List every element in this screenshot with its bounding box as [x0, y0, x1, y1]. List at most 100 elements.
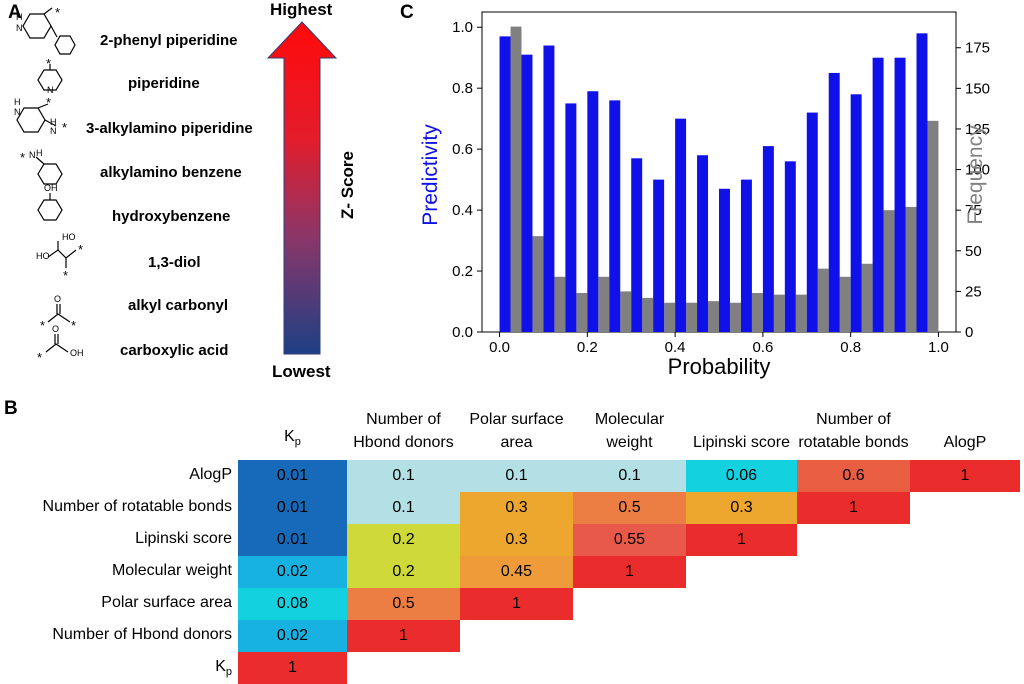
predictivity-bar [587, 91, 599, 332]
svg-text:*: * [63, 268, 68, 283]
heatmap-cell: 1 [238, 652, 347, 684]
left-y-tick-label: 0.4 [452, 202, 473, 219]
predictivity-bar [565, 103, 577, 332]
x-tick-label: 0.4 [665, 339, 686, 356]
fragment-label-2: piperidine [128, 75, 200, 92]
x-tick-label: 0.8 [840, 339, 861, 356]
svg-text:H: H [14, 97, 21, 107]
svg-text:*: * [20, 150, 25, 165]
fragment-label-1: 2-phenyl piperidine [100, 32, 238, 49]
structure-1-3-diol [47, 241, 77, 268]
predictivity-bar [762, 146, 774, 332]
right-y-tick-label: 50 [965, 243, 982, 260]
svg-text:*: * [37, 350, 42, 365]
right-y-tick-label: 25 [965, 283, 982, 300]
predictivity-bar [784, 161, 796, 332]
svg-text:N: N [14, 107, 21, 117]
heatmap-cell: 0.5 [573, 492, 686, 524]
heatmap-cell: 0.08 [238, 588, 347, 620]
predictivity-bar [916, 33, 928, 332]
frequency-bar [576, 293, 588, 332]
x-tick-label: 0.6 [752, 339, 773, 356]
heatmap-row-label: Number of Hbond donors [52, 626, 232, 643]
predictivity-bar [850, 94, 862, 333]
heatmap-cell: 0.3 [686, 492, 797, 524]
predictivity-bar [806, 112, 818, 332]
left-axis-title: Predictivity [419, 124, 442, 226]
fragment-label-6: 1,3-diol [148, 254, 201, 271]
panel-label-c: C [400, 2, 414, 23]
frequency-bar [598, 276, 610, 332]
svg-text:H: H [36, 148, 43, 158]
svg-text:H: H [50, 117, 57, 127]
svg-text:*: * [55, 5, 60, 20]
heatmap-column-label: Number of rotatable bonds [798, 411, 909, 451]
heatmap-cell: 1 [460, 588, 573, 620]
right-y-tick-label: 100 [965, 162, 990, 179]
structure-carboxylic-acid [45, 334, 69, 353]
frequency-bar [883, 210, 895, 332]
heatmap-cell: 0.02 [238, 620, 347, 652]
svg-text:O: O [52, 324, 59, 334]
svg-text:N: N [50, 126, 57, 136]
heatmap-cell: 0.06 [686, 460, 797, 492]
fragment-label-7: alkyl carbonyl [128, 297, 229, 314]
structure-piperidine [37, 64, 63, 91]
right-y-tick-label: 75 [965, 202, 982, 219]
svg-text:OH: OH [70, 348, 84, 358]
heatmap-column-label: Molecular weight [594, 411, 665, 451]
svg-text:HO: HO [36, 251, 50, 261]
right-y-tick-label: 0 [965, 324, 973, 341]
structure-2-phenyl-piperidine [22, 7, 76, 55]
heatmap-cell: 0.6 [797, 460, 910, 492]
x-tick-label: 1.0 [928, 339, 949, 356]
svg-text:*: * [40, 318, 45, 333]
svg-text:*: * [78, 242, 83, 257]
arrow-bottom-label: Lowest [272, 362, 331, 381]
svg-text:HO: HO [62, 232, 76, 242]
heatmap-cell: 0.5 [347, 588, 460, 620]
svg-text:H: H [16, 12, 23, 22]
heatmap-cell: 0.1 [573, 460, 686, 492]
x-axis-title: Probability [668, 354, 771, 379]
frequency-bar [839, 276, 851, 332]
structure-alkyl-carbonyl [47, 304, 71, 323]
frequency-bar [620, 291, 632, 332]
heatmap-cell: 0.3 [460, 492, 573, 524]
heatmap-column-label: Kp [284, 427, 301, 448]
left-y-tick-label: 0.6 [452, 141, 473, 158]
panel-label-a: A [8, 2, 22, 23]
heatmap-cell: 1 [347, 620, 460, 652]
frequency-bar [861, 263, 873, 332]
frequency-bar [664, 302, 676, 332]
structure-3-alkylamino-piperidine [16, 103, 57, 133]
frequency-bar [708, 301, 719, 332]
fragment-label-5: hydroxybenzene [112, 208, 231, 225]
heatmap-column-label: AlogP [943, 434, 987, 451]
heatmap-cell: 0.01 [238, 492, 347, 524]
structure-alkylamino-benzene [35, 156, 63, 185]
heatmap-column-label: Number of Hbond donors [353, 411, 454, 451]
heatmap-cell: 1 [910, 460, 1020, 492]
left-y-tick-label: 0.0 [452, 324, 473, 341]
predictivity-bar [740, 179, 752, 332]
heatmap-column-label: Lipinski score [693, 434, 790, 451]
right-y-tick-label: 175 [965, 40, 990, 57]
heatmap-cell: 0.1 [347, 492, 460, 524]
right-y-tick-label: 125 [965, 121, 990, 138]
fragment-label-4: alkylamino benzene [100, 164, 242, 181]
heatmap-cell: 1 [573, 556, 686, 588]
x-tick-label: 0.2 [577, 339, 598, 356]
frequency-bar [927, 120, 939, 332]
heatmap-cell: 0.3 [460, 524, 573, 556]
svg-text:OH: OH [44, 183, 58, 193]
right-y-tick-label: 150 [965, 80, 990, 97]
heatmap-row-label: Lipinski score [135, 530, 232, 547]
heatmap-cell: 0.45 [460, 556, 573, 588]
left-y-tick-label: 1.0 [452, 19, 473, 36]
structure-hydroxybenzene [37, 193, 63, 221]
frequency-bar [729, 302, 741, 332]
predictivity-bar [521, 54, 533, 333]
heatmap-row-label: Number of rotatable bonds [42, 498, 232, 515]
heatmap-cell: 1 [686, 524, 797, 556]
